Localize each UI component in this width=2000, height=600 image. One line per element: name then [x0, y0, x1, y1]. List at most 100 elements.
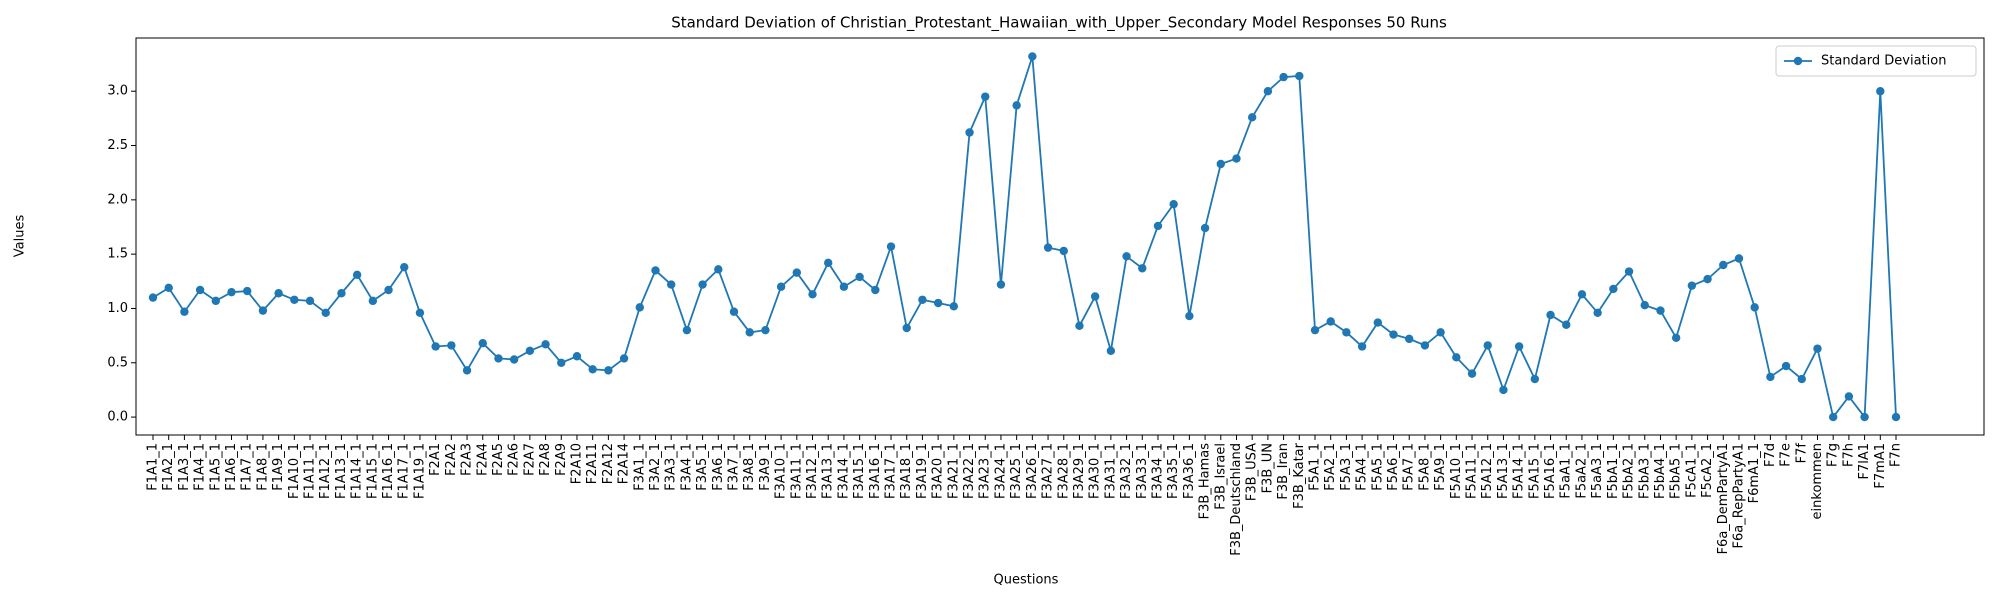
x-tick-label: F3A33_1	[1135, 443, 1150, 499]
data-point	[1530, 374, 1540, 384]
x-tick-label: F3A11_1	[789, 443, 804, 499]
data-point	[1797, 374, 1806, 384]
x-tick-label: F7h	[1841, 443, 1856, 467]
x-tick-label: F5aA3_1	[1590, 443, 1605, 499]
data-point	[572, 352, 582, 361]
data-point	[541, 340, 550, 349]
x-tick-label: F6mA1_1	[1747, 443, 1762, 503]
x-tick-label: F5A14_1	[1512, 443, 1527, 499]
data-point	[1185, 311, 1194, 321]
x-tick-label: F3A7_1	[727, 443, 742, 491]
data-point	[918, 295, 927, 304]
x-tick-label: F7mA1	[1873, 443, 1888, 489]
data-point	[1483, 341, 1492, 350]
x-tick-label: F2A11	[585, 443, 600, 484]
x-tick-label: F3A30_1	[1088, 443, 1103, 499]
x-tick-label: F1A6_1	[224, 443, 239, 491]
x-tick-label: F7lA1	[1857, 443, 1872, 480]
data-point	[1373, 318, 1383, 327]
x-tick-label: F5A11_1	[1465, 443, 1480, 499]
data-point	[1310, 325, 1320, 335]
x-tick-label: F2A5	[491, 443, 506, 476]
x-tick-label: F1A8_1	[255, 443, 270, 491]
data-point	[1295, 71, 1304, 81]
data-point	[824, 258, 833, 268]
data-point	[1405, 334, 1414, 344]
y-tick-label: 2.0	[107, 192, 128, 207]
x-tick-label: F1A4_1	[193, 443, 208, 491]
data-point	[1750, 303, 1759, 312]
x-tick-label: F5bA1_1	[1606, 443, 1621, 499]
x-tick-label: F1A16_1	[381, 443, 396, 499]
x-tick-label: F5bA3_1	[1637, 443, 1652, 499]
data-point	[1844, 392, 1854, 401]
data-point	[274, 289, 283, 298]
data-point	[839, 282, 849, 291]
x-tick-label: F3A3_1	[664, 443, 679, 491]
x-tick-label: F1A10_1	[287, 443, 302, 499]
x-tick-label: F1A19_1	[412, 443, 427, 499]
data-point	[1122, 252, 1131, 261]
x-tick-label: F1A11_1	[303, 443, 318, 499]
data-point	[1326, 317, 1335, 326]
data-point	[195, 285, 205, 295]
data-point	[949, 302, 959, 311]
x-tick-label: F3A24_1	[993, 443, 1008, 499]
x-tick-label: F3A12_1	[805, 443, 820, 499]
data-point	[478, 339, 487, 348]
data-point	[1876, 87, 1885, 96]
x-tick-label: F1A1_1	[146, 443, 161, 491]
x-tick-label: F5A13_1	[1496, 443, 1511, 499]
x-tick-label: F3A14_1	[836, 443, 851, 499]
x-tick-label: F3B_Deutschland	[1229, 443, 1244, 556]
x-tick-label: F3B_Iran	[1276, 443, 1291, 500]
x-tick-label: F3A35_1	[1166, 443, 1181, 499]
x-tick-label: F1A15_1	[365, 443, 380, 499]
data-point	[1624, 267, 1634, 276]
y-axis-label: Values	[13, 215, 28, 258]
x-tick-label: F5A16_1	[1543, 443, 1558, 499]
data-point	[290, 295, 299, 304]
data-point	[1734, 254, 1744, 263]
data-point	[1781, 361, 1791, 371]
x-tick-label: F7e	[1779, 443, 1794, 467]
data-point	[1200, 223, 1210, 233]
data-point	[635, 303, 644, 312]
legend-box	[1775, 45, 1977, 77]
x-tick-label: F5A12_1	[1480, 443, 1495, 499]
data-point	[1656, 306, 1665, 315]
x-tick-label: F6a_RepPartyA1	[1731, 443, 1746, 548]
x-tick-label: F3A31_1	[1103, 443, 1118, 499]
x-tick-label: einkommen	[1810, 443, 1825, 519]
data-point	[1891, 412, 1901, 422]
x-tick-label: F2A10	[569, 443, 584, 484]
data-point	[792, 268, 802, 277]
data-point	[243, 286, 252, 296]
x-tick-label: F3A22_1	[962, 443, 977, 499]
x-tick-label: F5bA2_1	[1622, 443, 1637, 499]
x-tick-label: F3B_Israel	[1213, 443, 1228, 510]
data-point	[1577, 290, 1587, 299]
x-tick-label: F1A5_1	[208, 443, 223, 491]
data-point	[164, 283, 173, 293]
x-tick-label: F6a_DemPartyA1	[1716, 443, 1731, 554]
data-point	[1562, 320, 1571, 329]
x-tick-label: F3A15_1	[852, 443, 867, 499]
x-tick-label: F5A8_1	[1417, 443, 1432, 491]
chart-title: Standard Deviation of Christian_Protesta…	[671, 14, 1447, 33]
data-point	[1420, 341, 1430, 350]
data-point	[886, 242, 896, 251]
data-point	[745, 328, 754, 337]
data-point	[352, 270, 362, 279]
x-tick-label: F3A32_1	[1119, 443, 1134, 499]
data-point	[698, 280, 707, 289]
x-tick-label: F3A20_1	[931, 443, 946, 499]
data-point	[258, 306, 268, 315]
data-point	[180, 307, 189, 316]
data-point	[1216, 159, 1225, 169]
data-point	[1169, 199, 1178, 209]
x-tick-label: F5A7_1	[1402, 443, 1417, 491]
x-tick-label: F2A3	[460, 443, 475, 476]
x-tick-label: F1A9_1	[271, 443, 286, 491]
